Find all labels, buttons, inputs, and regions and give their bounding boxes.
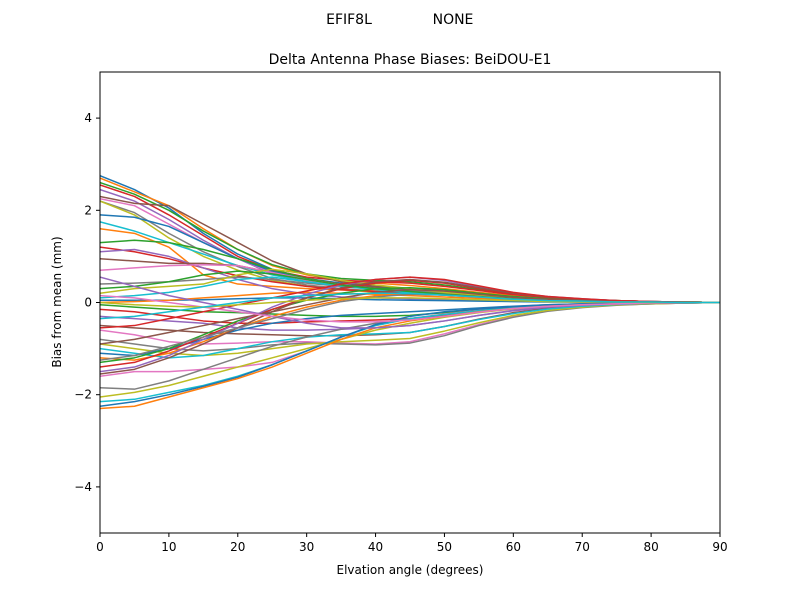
x-tick-label: 20 <box>230 540 245 554</box>
x-tick-label: 50 <box>437 540 452 554</box>
y-tick-label: 2 <box>84 203 92 217</box>
y-tick-label: −4 <box>74 480 92 494</box>
x-tick-label: 80 <box>643 540 658 554</box>
y-tick-label: 4 <box>84 111 92 125</box>
series-layer <box>100 175 720 410</box>
suptitle-left: EFIF8L <box>326 12 372 28</box>
x-tick-label: 40 <box>368 540 383 554</box>
x-axis: 0 10 20 30 40 50 60 70 80 90 <box>96 533 728 554</box>
y-axis-label: Bias from mean (mm) <box>50 236 64 367</box>
x-tick-label: 10 <box>161 540 176 554</box>
x-tick-label: 90 <box>712 540 727 554</box>
x-tick-label: 60 <box>506 540 521 554</box>
y-tick-label: −2 <box>74 388 92 402</box>
x-tick-label: 70 <box>575 540 590 554</box>
y-tick-label: 0 <box>84 296 92 310</box>
x-axis-label: Elvation angle (degrees) <box>337 563 484 577</box>
series-line-50 <box>100 292 720 320</box>
x-tick-label: 0 <box>96 540 104 554</box>
chart-title: Delta Antenna Phase Biases: BeiDOU-E1 <box>269 52 552 68</box>
series-line-44 <box>100 276 720 329</box>
suptitle-right: NONE <box>433 12 474 28</box>
x-tick-label: 30 <box>299 540 314 554</box>
y-axis: −4 −2 0 2 4 <box>74 111 100 494</box>
